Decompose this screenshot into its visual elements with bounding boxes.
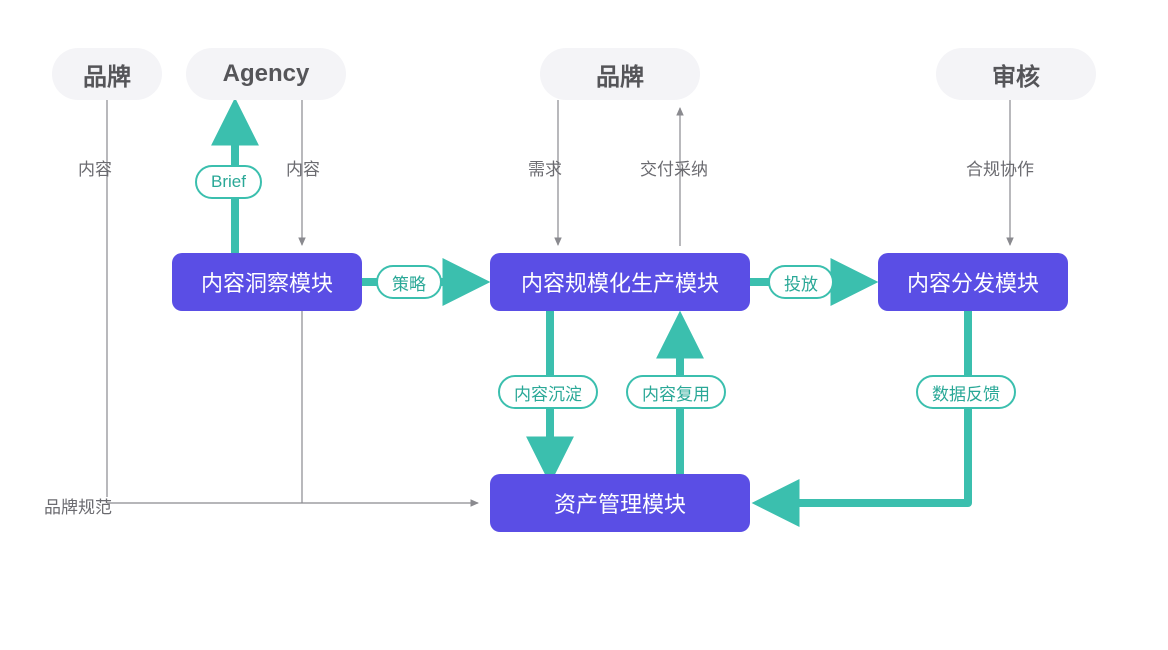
- top-pill-brand-mid: 品牌: [540, 48, 700, 100]
- label-compliance: 合规协作: [966, 155, 1034, 180]
- pill-strategy: 策略: [376, 265, 442, 299]
- top-pill-agency: Agency: [186, 48, 346, 100]
- top-pill-brand-left: 品牌: [52, 48, 162, 100]
- label-demand: 需求: [528, 155, 562, 180]
- pill-reuse: 内容复用: [626, 375, 726, 409]
- label-content-left: 内容: [78, 155, 112, 180]
- label-brand-spec: 品牌规范: [44, 493, 112, 518]
- pill-feedback: 数据反馈: [916, 375, 1016, 409]
- pill-publish: 投放: [768, 265, 834, 299]
- top-pill-review: 审核: [936, 48, 1096, 100]
- module-produce: 内容规模化生产模块: [490, 253, 750, 311]
- label-accept: 交付采纳: [640, 155, 708, 180]
- label-content-agency: 内容: [286, 155, 320, 180]
- pill-brief: Brief: [195, 165, 262, 199]
- module-distribute: 内容分发模块: [878, 253, 1068, 311]
- flowchart-stage: 品牌 Agency 品牌 审核 内容洞察模块 内容规模化生产模块 内容分发模块 …: [0, 0, 1168, 650]
- module-asset: 资产管理模块: [490, 474, 750, 532]
- pill-deposit: 内容沉淀: [498, 375, 598, 409]
- module-insight: 内容洞察模块: [172, 253, 362, 311]
